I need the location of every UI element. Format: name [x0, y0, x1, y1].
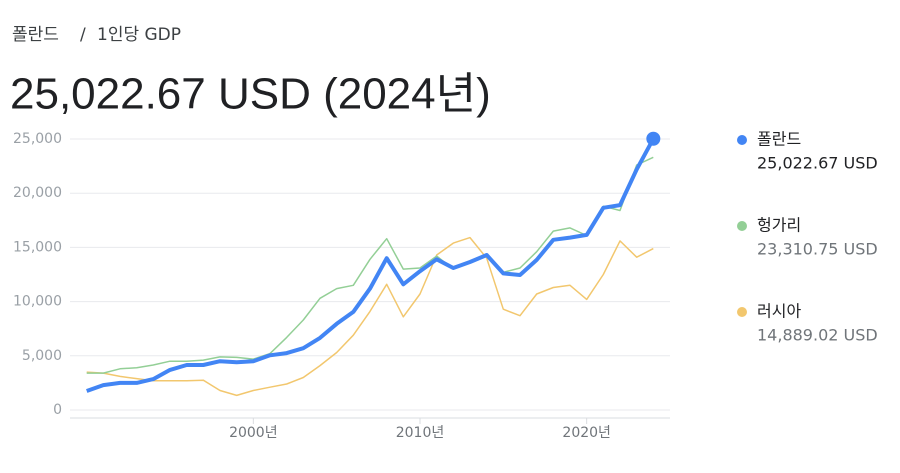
legend-name[interactable]: 헝가리: [757, 216, 801, 235]
y-tick-label: 25,000: [13, 131, 62, 147]
y-tick-label: 10,000: [13, 294, 62, 310]
breadcrumb-indicator: 1인당 GDP: [97, 25, 181, 45]
x-tick-label: 2020년: [562, 425, 611, 441]
legend-dot[interactable]: [737, 135, 747, 145]
y-tick-label: 0: [53, 402, 62, 418]
series-line: [86, 236, 654, 397]
legend-value: 25,022.67 USD: [757, 154, 878, 173]
y-tick-label: 20,000: [13, 185, 62, 201]
legend-dot[interactable]: [737, 307, 747, 317]
headline: 25,022.67 USD (2024년): [10, 70, 491, 119]
legend-name[interactable]: 러시아: [757, 302, 801, 321]
legend-value: 14,889.02 USD: [757, 326, 878, 345]
y-tick-label: 5,000: [22, 348, 62, 364]
series-line: [86, 156, 654, 374]
breadcrumb-separator: /: [80, 25, 86, 45]
series-line: [86, 137, 656, 393]
x-tick-label: 2000년: [229, 425, 278, 441]
latest-point: [646, 131, 661, 146]
legend-name[interactable]: 폴란드: [757, 130, 801, 149]
breadcrumb-country[interactable]: 폴란드: [12, 25, 59, 45]
legend-dot[interactable]: [737, 221, 747, 231]
legend-value: 23,310.75 USD: [757, 240, 878, 259]
x-tick-label: 2010년: [396, 425, 445, 441]
y-tick-label: 15,000: [13, 239, 62, 255]
